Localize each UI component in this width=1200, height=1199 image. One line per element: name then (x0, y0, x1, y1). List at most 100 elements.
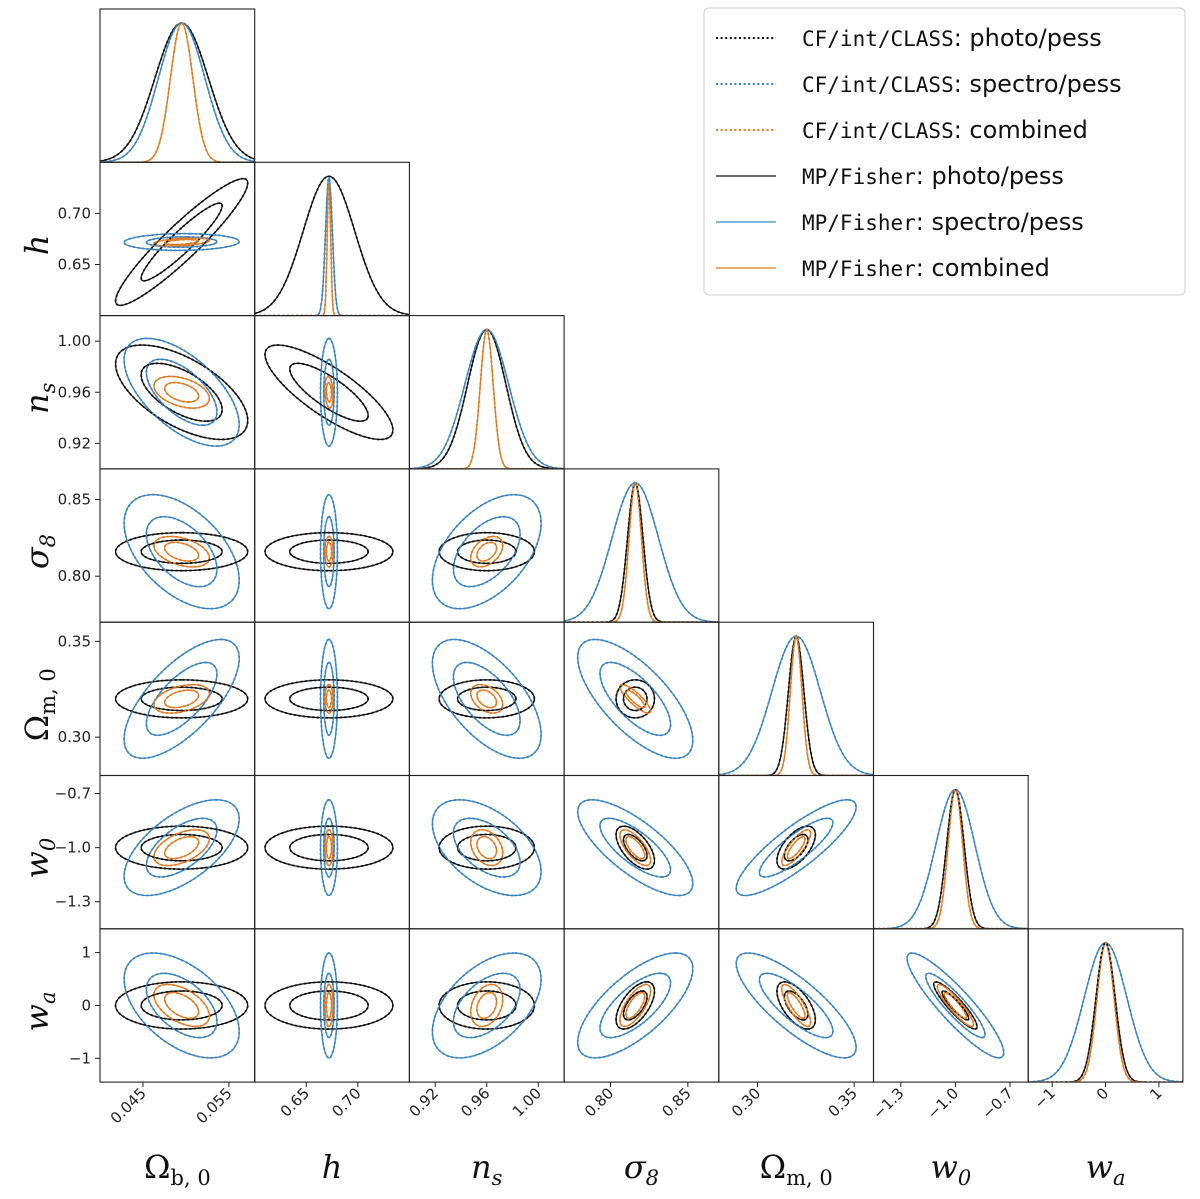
contour-2sigma-cf-int-class-combined-h-sigma_8 (323, 535, 334, 568)
curve-cf-int-class-photo-pess-w_0 (873, 788, 1029, 929)
y-tick-label-sigma_8: 0.85 (58, 491, 91, 509)
contour-1sigma-cf-int-class-combined-sigma_8-w_0 (624, 835, 646, 860)
contour-1sigma-cf-int-class-spectro-pess-h-Omega_m0 (322, 661, 336, 737)
contour-2sigma-mp-fisher-spectro-pess-n_s-w_0 (431, 799, 542, 897)
contour-2sigma-mp-fisher-photo-pess-w_0-w_a (933, 981, 978, 1030)
contour-1sigma-cf-int-class-combined-Omega_m0-w_0 (786, 835, 806, 860)
contour-2sigma-cf-int-class-combined-h-n_s (323, 375, 334, 409)
contour-1sigma-cf-int-class-combined-h-sigma_8 (325, 541, 333, 562)
curve-cf-int-class-spectro-pess-w_a (1028, 941, 1183, 1083)
contour-1sigma-cf-int-class-combined-n_s-w_0 (476, 835, 498, 860)
contour-1sigma-cf-int-class-photo-pess-h-w_a (288, 990, 370, 1021)
contour-2sigma-cf-int-class-combined-Omega_b0-h (153, 237, 211, 247)
x-axis-label-h: h (322, 1148, 343, 1186)
contour-2sigma-cf-int-class-photo-pess-n_s-w_0 (438, 825, 536, 871)
contour-1sigma-mp-fisher-spectro-pess-n_s-Omega_m0 (452, 661, 521, 736)
contour-2sigma-mp-fisher-spectro-pess-Omega_b0-h (123, 233, 240, 252)
x-tick-label-sigma_8: 0.85 (658, 1084, 694, 1120)
panel-frame (563, 774, 720, 930)
panel-h-vs-Omega_b0 (95, 161, 256, 317)
contour-1sigma-cf-int-class-spectro-pess-h-w_a (322, 972, 336, 1039)
contour-2sigma-mp-fisher-spectro-pess-sigma_8-Omega_m0 (577, 638, 694, 759)
contour-1sigma-mp-fisher-combined-Omega_b0-n_s (164, 381, 200, 403)
curve-mp-fisher-photo-pess-Omega_m0 (718, 635, 874, 776)
y-tick-label-w_a: 0 (81, 996, 91, 1014)
contour-1sigma-cf-int-class-combined-h-w_0 (325, 835, 333, 860)
panels-layer (95, 8, 1184, 1088)
contour-2sigma-cf-int-class-combined-Omega_b0-w_a (153, 983, 211, 1028)
contour-1sigma-mp-fisher-photo-pess-Omega_b0-h (140, 202, 223, 282)
y-axis-label-sigma_8: σ8 (18, 534, 60, 569)
contour-1sigma-mp-fisher-spectro-pess-Omega_m0-w_a (758, 972, 834, 1039)
curve-cf-int-class-photo-pess-Omega_b0 (100, 22, 255, 162)
curve-mp-fisher-combined-n_s (409, 328, 565, 469)
contour-2sigma-cf-int-class-photo-pess-h-n_s (264, 344, 394, 441)
curve-cf-int-class-photo-pess-sigma_8 (564, 481, 719, 623)
contour-2sigma-cf-int-class-spectro-pess-Omega_m0-w_0 (735, 798, 857, 897)
contour-1sigma-cf-int-class-photo-pess-sigma_8-w_0 (622, 833, 648, 862)
contour-2sigma-cf-int-class-photo-pess-Omega_b0-n_s (114, 344, 249, 441)
contour-2sigma-mp-fisher-photo-pess-Omega_b0-w_0 (114, 825, 249, 870)
contour-1sigma-mp-fisher-combined-n_s-w_0 (476, 836, 498, 860)
contour-2sigma-cf-int-class-combined-sigma_8-w_0 (619, 828, 652, 867)
x-axis-label-Omega_m0: Ωm, 0 (760, 1148, 833, 1190)
x-tick-label-Omega_m0: 0.30 (728, 1084, 764, 1120)
y-axis-label-w_0: w0 (18, 838, 60, 879)
contour-1sigma-cf-int-class-photo-pess-Omega_b0-h (140, 202, 224, 282)
contour-2sigma-cf-int-class-photo-pess-Omega_b0-sigma_8 (114, 531, 249, 572)
contour-1sigma-cf-int-class-combined-Omega_b0-sigma_8 (163, 541, 200, 562)
curve-cf-int-class-combined-w_0 (873, 789, 1029, 929)
contour-2sigma-mp-fisher-photo-pess-sigma_8-w_a (615, 981, 656, 1030)
contour-1sigma-cf-int-class-spectro-pess-h-w_0 (322, 817, 336, 878)
contour-2sigma-mp-fisher-combined-sigma_8-Omega_m0 (619, 683, 652, 714)
panel-frame (1027, 928, 1184, 1083)
x-tick-label-w_a: 1 (1146, 1084, 1165, 1103)
contour-2sigma-mp-fisher-spectro-pess-n_s-sigma_8 (431, 493, 542, 610)
contour-1sigma-cf-int-class-spectro-pess-n_s-Omega_m0 (452, 661, 521, 737)
panel-w_a-vs-Omega_m0 (718, 928, 875, 1088)
contour-2sigma-cf-int-class-combined-Omega_b0-sigma_8 (153, 535, 211, 568)
contour-1sigma-cf-int-class-combined-Omega_b0-w_0 (163, 835, 200, 860)
contour-2sigma-mp-fisher-spectro-pess-h-sigma_8 (319, 493, 339, 610)
contour-1sigma-cf-int-class-combined-n_s-sigma_8 (476, 541, 498, 562)
curve-mp-fisher-spectro-pess-Omega_b0 (100, 22, 255, 163)
contour-2sigma-cf-int-class-spectro-pess-n_s-sigma_8 (431, 493, 543, 610)
contour-1sigma-cf-int-class-spectro-pess-Omega_m0-w_0 (758, 817, 834, 878)
curve-cf-int-class-combined-n_s (409, 327, 565, 469)
x-tick-label-n_s: 0.92 (406, 1084, 442, 1120)
curve-mp-fisher-combined-Omega_b0 (100, 22, 255, 163)
contour-2sigma-cf-int-class-photo-pess-n_s-w_a (438, 980, 536, 1030)
contour-1sigma-cf-int-class-spectro-pess-n_s-w_a (452, 972, 521, 1039)
panel-Omega_m0-vs-Omega_m0 (718, 621, 875, 777)
curve-cf-int-class-photo-pess-h (254, 175, 410, 316)
contour-2sigma-cf-int-class-combined-n_s-w_a (469, 983, 504, 1028)
x-tick-label-Omega_b0: 0.055 (193, 1084, 236, 1127)
panel-sigma_8-vs-n_s (408, 468, 565, 623)
x-tick-label-w_a: 0 (1093, 1084, 1112, 1103)
contour-1sigma-cf-int-class-combined-h-w_a (325, 991, 333, 1020)
contour-1sigma-mp-fisher-spectro-pess-Omega_m0-w_0 (758, 817, 834, 878)
panel-w_0-vs-sigma_8 (563, 774, 720, 930)
contour-1sigma-cf-int-class-photo-pess-h-n_s (288, 362, 370, 423)
curve-cf-int-class-combined-sigma_8 (564, 481, 719, 623)
y-tick-label-w_0: −0.7 (55, 785, 91, 803)
contour-2sigma-cf-int-class-combined-n_s-Omega_m0 (469, 683, 504, 715)
curve-cf-int-class-photo-pess-n_s (409, 328, 565, 469)
contour-1sigma-mp-fisher-combined-Omega_b0-h (164, 238, 200, 246)
y-tick-label-w_a: 1 (81, 944, 91, 962)
curve-mp-fisher-spectro-pess-Omega_m0 (718, 635, 874, 776)
contour-1sigma-mp-fisher-combined-sigma_8-Omega_m0 (625, 689, 646, 709)
curve-cf-int-class-combined-Omega_b0 (100, 22, 255, 163)
panel-frame (563, 621, 720, 777)
contour-1sigma-cf-int-class-spectro-pess-sigma_8-Omega_m0 (599, 661, 672, 737)
panel-n_s-vs-n_s (408, 315, 565, 470)
panel-w_0-vs-w_0 (872, 774, 1029, 930)
panel-w_a-vs-sigma_8 (563, 928, 720, 1088)
contour-1sigma-mp-fisher-combined-Omega_b0-Omega_m0 (164, 689, 200, 709)
contour-1sigma-mp-fisher-combined-Omega_b0-w_a (164, 991, 200, 1019)
panel-Omega_b0-vs-Omega_b0 (99, 8, 256, 163)
contour-2sigma-cf-int-class-photo-pess-h-w_0 (264, 825, 394, 871)
contour-1sigma-cf-int-class-photo-pess-Omega_m0-w_0 (783, 833, 809, 862)
x-tick-label-w_0: −0.7 (978, 1084, 1016, 1122)
